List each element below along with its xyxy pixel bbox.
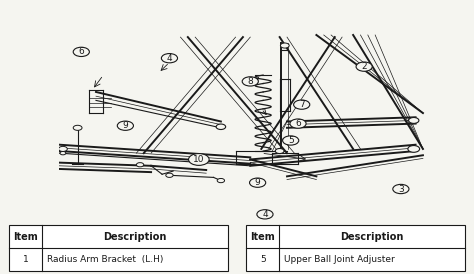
Text: Radius Arm Bracket  (L.H): Radius Arm Bracket (L.H) [47,255,164,264]
Text: 7: 7 [299,100,305,109]
Circle shape [409,118,419,123]
Text: 10: 10 [193,155,205,164]
Text: 9: 9 [255,178,261,187]
Circle shape [73,47,90,56]
Text: Item: Item [250,232,275,242]
Circle shape [60,152,66,155]
Text: 1: 1 [23,255,29,264]
Text: 4: 4 [262,210,268,219]
Circle shape [281,43,289,48]
FancyBboxPatch shape [9,225,228,271]
Circle shape [73,125,82,130]
Text: 6: 6 [78,47,84,56]
Circle shape [356,62,372,71]
Circle shape [137,163,144,167]
Text: 2: 2 [361,62,367,71]
Circle shape [242,77,258,86]
Circle shape [161,53,178,63]
Text: 8: 8 [247,77,253,86]
Text: Description: Description [103,232,166,242]
Circle shape [117,121,134,130]
Text: 5: 5 [260,255,266,264]
Text: Upper Ball Joint Adjuster: Upper Ball Joint Adjuster [284,255,395,264]
FancyBboxPatch shape [246,225,465,271]
Text: 3: 3 [398,184,404,193]
Circle shape [283,136,299,145]
Circle shape [58,146,67,152]
Circle shape [275,149,284,153]
Circle shape [249,178,266,187]
Circle shape [189,153,209,165]
Circle shape [166,173,173,177]
Text: Item: Item [13,232,38,242]
Circle shape [290,119,306,128]
Text: 9: 9 [122,121,128,130]
Circle shape [216,124,226,130]
Circle shape [393,184,409,194]
Text: 5: 5 [288,136,293,145]
Circle shape [217,178,225,183]
Circle shape [408,145,419,152]
Text: 4: 4 [167,54,172,63]
Text: 6: 6 [295,119,301,128]
Circle shape [257,210,273,219]
Text: Description: Description [340,232,403,242]
Circle shape [293,100,310,109]
